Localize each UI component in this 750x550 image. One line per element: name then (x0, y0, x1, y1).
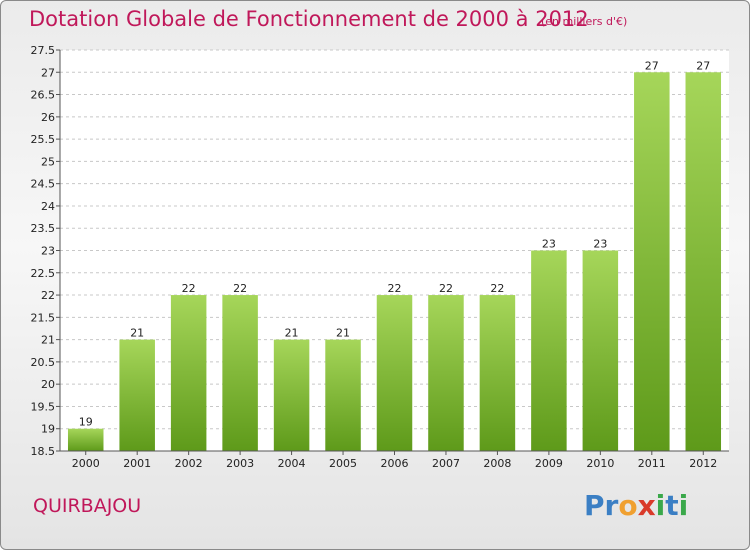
x-tick-label-2008: 2008 (483, 457, 511, 470)
y-tick-label: 23 (41, 245, 55, 258)
bar-2005 (325, 339, 361, 451)
bar-2009 (531, 250, 567, 451)
data-label-2011: 27 (645, 59, 659, 72)
y-tick-label: 23.5 (31, 222, 56, 235)
data-label-2002: 22 (182, 282, 196, 295)
x-tick-label-2009: 2009 (535, 457, 563, 470)
chart-title: Dotation Globale de Fonctionnement de 20… (29, 7, 589, 31)
proxiti-logo: Proxiti (584, 489, 688, 522)
x-tick-label-2012: 2012 (689, 457, 717, 470)
y-tick-label: 18.5 (31, 445, 56, 458)
x-tick-label-2003: 2003 (226, 457, 254, 470)
x-tick-label-2007: 2007 (432, 457, 460, 470)
y-tick-label: 22 (41, 289, 55, 302)
bar-2011 (634, 72, 670, 452)
data-label-2008: 22 (490, 282, 504, 295)
data-label-2012: 27 (696, 59, 710, 72)
y-tick-label: 24 (41, 200, 55, 213)
data-label-2001: 21 (130, 327, 144, 340)
y-tick-label: 27.5 (31, 44, 56, 57)
logo-letter: o (618, 489, 638, 522)
y-tick-label: 20.5 (31, 356, 56, 369)
bar-2012 (685, 72, 722, 452)
data-label-2009: 23 (542, 238, 556, 251)
bar-2002 (170, 295, 207, 451)
x-tick-label-2006: 2006 (381, 457, 409, 470)
y-tick-label: 24.5 (31, 178, 56, 191)
y-tick-label: 25.5 (31, 133, 56, 146)
y-tick-label: 22.5 (31, 267, 56, 280)
bar-2008 (479, 295, 516, 451)
commune-name: QUIRBAJOU (33, 495, 142, 517)
y-tick-label: 25 (41, 155, 55, 168)
bar-2000 (67, 428, 104, 451)
data-label-2006: 22 (388, 282, 402, 295)
chart-subtitle: (en milliers d'€) (541, 15, 628, 28)
y-tick-label: 27 (41, 66, 55, 79)
data-label-2005: 21 (336, 327, 350, 340)
x-tick-label-2001: 2001 (123, 457, 151, 470)
bar-2010 (582, 250, 619, 451)
logo-letter: i (678, 489, 689, 522)
logo-letter: x (637, 489, 656, 522)
bar-2007 (428, 295, 464, 451)
data-label-2010: 23 (593, 238, 607, 251)
y-tick-label: 20 (41, 378, 55, 391)
y-tick-label: 21.5 (31, 311, 56, 324)
logo-letter: r (604, 489, 619, 522)
data-label-2003: 22 (233, 282, 247, 295)
bar-2001 (119, 339, 155, 451)
y-tick-label: 26.5 (31, 89, 56, 102)
x-tick-label-2010: 2010 (586, 457, 614, 470)
bar-2004 (273, 339, 310, 451)
x-tick-label-2011: 2011 (638, 457, 666, 470)
logo-letter: P (584, 489, 605, 522)
x-tick-label-2005: 2005 (329, 457, 357, 470)
data-label-2000: 19 (79, 416, 93, 429)
bar-2006 (376, 295, 413, 451)
bar-2003 (222, 295, 258, 451)
data-label-2004: 21 (285, 327, 299, 340)
logo-letter: t (665, 489, 679, 522)
x-tick-label-2004: 2004 (278, 457, 306, 470)
y-tick-label: 26 (41, 111, 55, 124)
y-tick-label: 21 (41, 334, 55, 347)
y-tick-label: 19.5 (31, 400, 56, 413)
x-tick-label-2002: 2002 (175, 457, 203, 470)
data-label-2007: 22 (439, 282, 453, 295)
x-tick-label-2000: 2000 (72, 457, 100, 470)
logo-letter: i (655, 489, 666, 522)
y-tick-label: 19 (41, 423, 55, 436)
